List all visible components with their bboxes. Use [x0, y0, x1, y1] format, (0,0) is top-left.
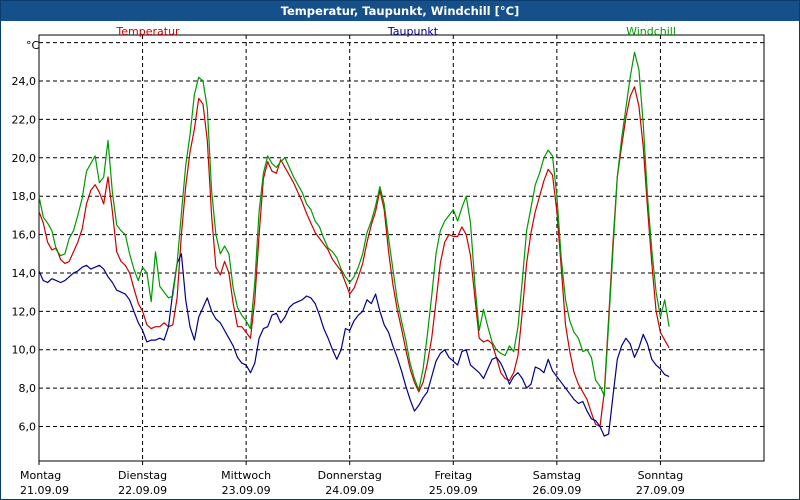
- x-tick-date: 26.09.09: [532, 484, 581, 497]
- series-line-taupunkt: [38, 253, 670, 437]
- y-tick-label: 18,0: [12, 190, 37, 203]
- x-tick-day: Samstag: [533, 469, 581, 482]
- series-line-temperatur: [38, 86, 670, 428]
- series-line-windchill: [38, 51, 670, 397]
- legend-temperatur: Temperatur: [115, 25, 180, 38]
- y-tick-label: 20,0: [12, 152, 37, 165]
- x-tick-day: Mittwoch: [221, 469, 271, 482]
- y-tick-label: 14,0: [12, 267, 37, 280]
- x-tick-date: 22.09.09: [118, 484, 167, 497]
- y-tick-label: 24,0: [12, 75, 37, 88]
- x-tick-day: Montag: [20, 469, 61, 482]
- x-tick-day: Freitag: [434, 469, 472, 482]
- x-axis-ticks: Montag 21.09.09 Dienstag 22.09.09 Mittwoch 23…: [20, 461, 685, 497]
- y-tick-label: 10,0: [12, 344, 37, 357]
- x-tick-date: 21.09.09: [20, 484, 69, 497]
- legend-taupunkt: Taupunkt: [387, 25, 439, 38]
- x-tick-day: Dienstag: [118, 469, 167, 482]
- plot-area: [38, 34, 765, 462]
- y-tick-label: 8,0: [19, 382, 37, 395]
- y-tick-label: 6,0: [19, 420, 37, 433]
- window-title: Temperatur, Taupunkt, Windchill [°C]: [1, 1, 799, 21]
- series-group: [38, 51, 670, 437]
- x-tick-date: 27.09.09: [636, 484, 685, 497]
- legend-windchill: Windchill: [626, 25, 676, 38]
- x-tick-date: 23.09.09: [222, 484, 271, 497]
- x-tick-date: 25.09.09: [429, 484, 478, 497]
- x-tick-day: Sonntag: [638, 469, 684, 482]
- y-axis-label: °C: [26, 39, 40, 52]
- y-tick-label: 12,0: [12, 305, 37, 318]
- legend: Temperatur Taupunkt Windchill: [115, 25, 676, 38]
- y-tick-label: 22,0: [12, 113, 37, 126]
- x-tick-day: Donnerstag: [318, 469, 382, 482]
- y-axis-ticks: 6,0 8,0 10,0 12,0 14,0 16,0 18,0 20,0 22,0 24,0: [12, 75, 37, 433]
- y-tick-label: 16,0: [12, 229, 37, 242]
- x-tick-date: 24.09.09: [325, 484, 374, 497]
